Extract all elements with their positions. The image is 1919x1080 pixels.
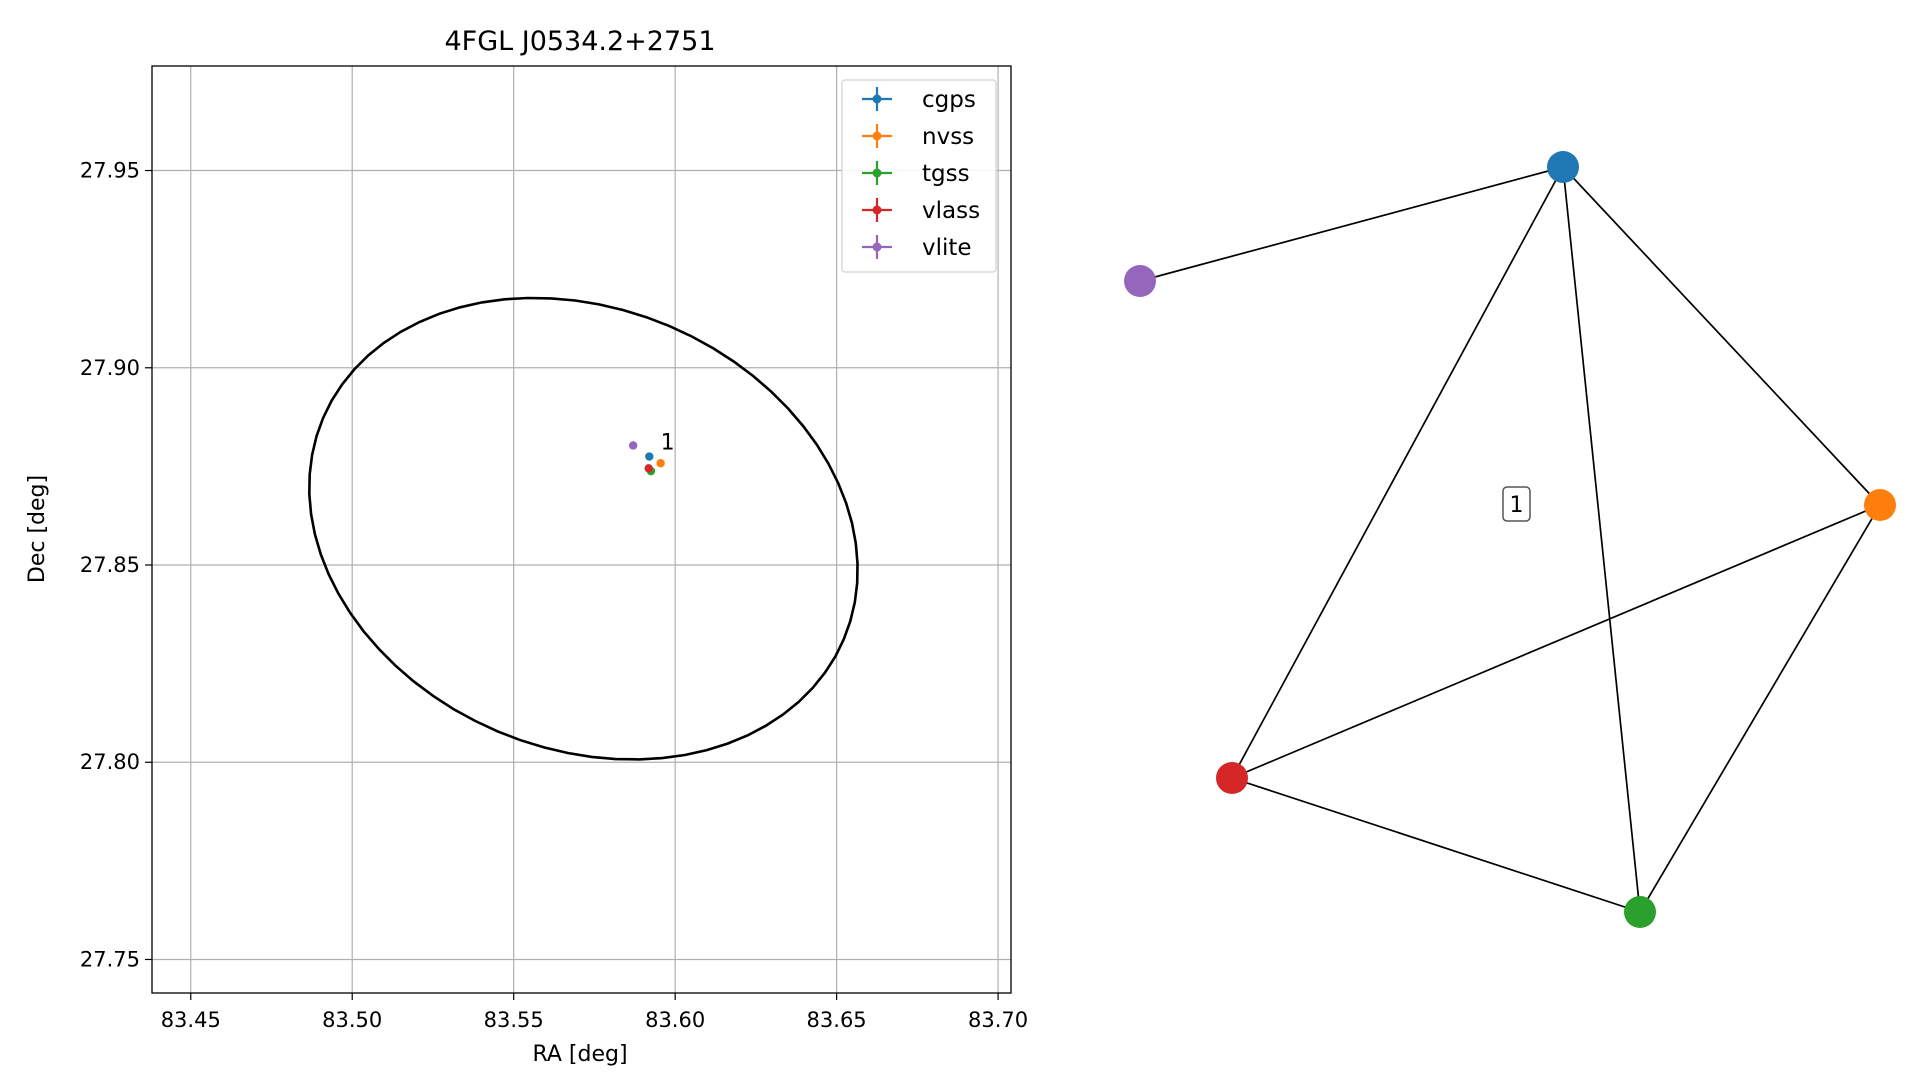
network-edge-nvss-tgss — [1639, 504, 1881, 913]
legend-dot-vlite — [872, 242, 882, 252]
group-label-box — [1502, 486, 1531, 522]
legend: cgps nvss tgss vlass vlite — [841, 79, 997, 273]
network-panel: 1 — [1124, 151, 1896, 928]
data-point-vlass — [644, 464, 653, 473]
network-node-vlass — [1216, 762, 1248, 794]
y-axis-ticks: 27.75 27.80 27.85 27.90 27.95 — [80, 159, 152, 971]
y-axis-label: Dec [deg] — [25, 475, 50, 583]
network-edge-cgps-vlass — [1231, 166, 1564, 779]
network-edge-vlass-tgss — [1231, 777, 1641, 913]
legend-box — [841, 79, 997, 273]
network-node-cgps — [1547, 151, 1579, 183]
x-tick-label: 83.70 — [968, 1008, 1028, 1032]
network-edge-nvss-vlass — [1231, 504, 1881, 779]
y-tick-label: 27.75 — [80, 947, 140, 971]
network-edges — [1139, 166, 1881, 913]
data-point-nvss — [656, 459, 665, 468]
x-tick-label: 83.65 — [807, 1008, 867, 1032]
y-tick-label: 27.90 — [80, 356, 140, 380]
legend-dot-cgps — [872, 94, 882, 104]
legend-label-vlass: vlass — [922, 198, 980, 224]
y-tick-label: 27.85 — [80, 553, 140, 577]
y-tick-label: 27.80 — [80, 750, 140, 774]
point-group-annotation: 1 — [661, 431, 675, 456]
network-nodes — [1124, 151, 1896, 928]
data-point-cgps — [645, 452, 654, 461]
network-node-vlite — [1124, 265, 1156, 297]
legend-label-cgps: cgps — [922, 87, 976, 113]
network-edge-cgps-nvss — [1562, 166, 1881, 506]
network-node-nvss — [1864, 489, 1896, 521]
error-ellipse-path — [307, 296, 859, 761]
y-tick-label: 27.95 — [80, 159, 140, 183]
x-tick-label: 83.60 — [645, 1008, 705, 1032]
x-axis-ticks: 83.45 83.50 83.55 83.60 83.65 83.70 — [161, 993, 1028, 1032]
network-edge-cgps-tgss — [1562, 166, 1641, 913]
legend-dot-vlass — [872, 205, 882, 215]
group-label: 1 — [1510, 493, 1524, 518]
legend-dot-nvss — [872, 131, 882, 141]
chart-title: 4FGL J0534.2+2751 — [444, 26, 715, 57]
axes-frame — [151, 65, 1012, 994]
legend-label-nvss: nvss — [922, 124, 974, 150]
x-axis-label: RA [deg] — [532, 1042, 627, 1067]
scatter-panel: 1 83.45 83.50 83.55 83.60 83.65 83.70 27.7527… — [25, 26, 1028, 1067]
network-node-tgss — [1624, 896, 1656, 928]
legend-label-vlite: vlite — [922, 235, 972, 261]
data-points — [628, 441, 665, 476]
legend-dot-tgss — [872, 168, 882, 178]
network-edge-cgps-vlite — [1139, 166, 1564, 282]
x-tick-label: 83.50 — [322, 1008, 382, 1032]
data-point-vlite — [628, 441, 638, 450]
x-tick-label: 83.55 — [484, 1008, 544, 1032]
legend-label-tgss: tgss — [922, 161, 970, 187]
x-tick-label: 83.45 — [161, 1008, 221, 1032]
error-ellipse — [307, 296, 859, 761]
